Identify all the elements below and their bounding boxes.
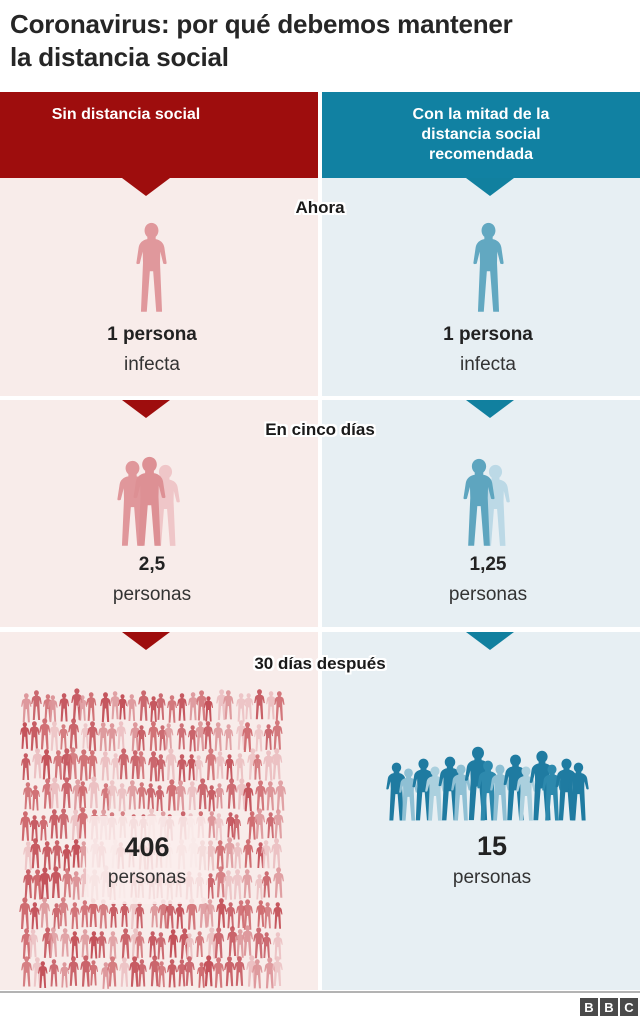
stage-label-30days: 30 días después bbox=[254, 654, 386, 673]
value-5days-right-number: 1,25 bbox=[469, 554, 507, 575]
value-30days-left-unit: personas bbox=[107, 866, 187, 888]
person-icon bbox=[470, 222, 507, 314]
value-5days-right-unit: personas bbox=[448, 584, 528, 605]
arrow-down-icon bbox=[466, 400, 514, 418]
value-5days-left: 2,5 personas bbox=[32, 554, 272, 606]
stage-label-now: Ahora bbox=[295, 198, 345, 217]
value-5days-left-number: 2,5 bbox=[138, 554, 166, 575]
arrow-down-icon bbox=[466, 632, 514, 650]
panel-5days-right bbox=[322, 400, 640, 627]
arrow-down-icon bbox=[122, 178, 170, 196]
value-30days-right-number: 15 bbox=[476, 831, 508, 861]
value-5days-left-unit: personas bbox=[112, 584, 192, 605]
arrow-down-icon bbox=[466, 178, 514, 196]
crowd-icon-teal bbox=[384, 744, 592, 822]
page-title: Coronavirus: por qué debemos mantener la … bbox=[10, 8, 513, 74]
page-title-line1: Coronavirus: por qué debemos mantener bbox=[10, 9, 513, 39]
value-30days-right: 15 personas bbox=[372, 831, 612, 889]
value-now-left-number: 1 persona bbox=[107, 324, 197, 345]
column-header-half-distancing-label: Con la mitad de la distancia social reco… bbox=[412, 106, 550, 163]
value-now-left-unit: infecta bbox=[124, 354, 180, 375]
value-now-left: 1 persona infecta bbox=[32, 324, 272, 376]
crowd-icon-red bbox=[18, 687, 286, 989]
value-5days-right: 1,25 personas bbox=[368, 554, 608, 606]
bbc-logo-letter: B bbox=[580, 998, 598, 1016]
value-30days-left: 406 personas bbox=[86, 816, 208, 904]
value-now-right-unit: infecta bbox=[460, 354, 516, 375]
column-header-no-distancing-label: Sin distancia social bbox=[51, 106, 201, 123]
panel-30days-right bbox=[322, 632, 640, 990]
person-group-icon bbox=[460, 456, 530, 548]
value-30days-right-unit: personas bbox=[452, 867, 532, 888]
arrow-down-icon bbox=[122, 632, 170, 650]
page-title-line2: la distancia social bbox=[10, 42, 229, 72]
bbc-logo-letter: B bbox=[600, 998, 618, 1016]
bbc-logo-letter: C bbox=[620, 998, 638, 1016]
arrow-down-icon bbox=[122, 400, 170, 418]
stage-label-5days: En cinco días bbox=[265, 420, 375, 439]
column-header-half-distancing: Con la mitad de la distancia social reco… bbox=[322, 92, 640, 178]
footer-divider bbox=[0, 991, 640, 993]
value-now-right: 1 persona infecta bbox=[368, 324, 608, 376]
bbc-logo: B B C bbox=[580, 998, 638, 1016]
value-30days-left-number: 406 bbox=[124, 831, 170, 862]
person-icon bbox=[133, 222, 170, 314]
column-header-no-distancing: Sin distancia social bbox=[0, 92, 318, 178]
person-group-icon bbox=[114, 456, 204, 548]
value-now-right-number: 1 persona bbox=[443, 324, 533, 345]
